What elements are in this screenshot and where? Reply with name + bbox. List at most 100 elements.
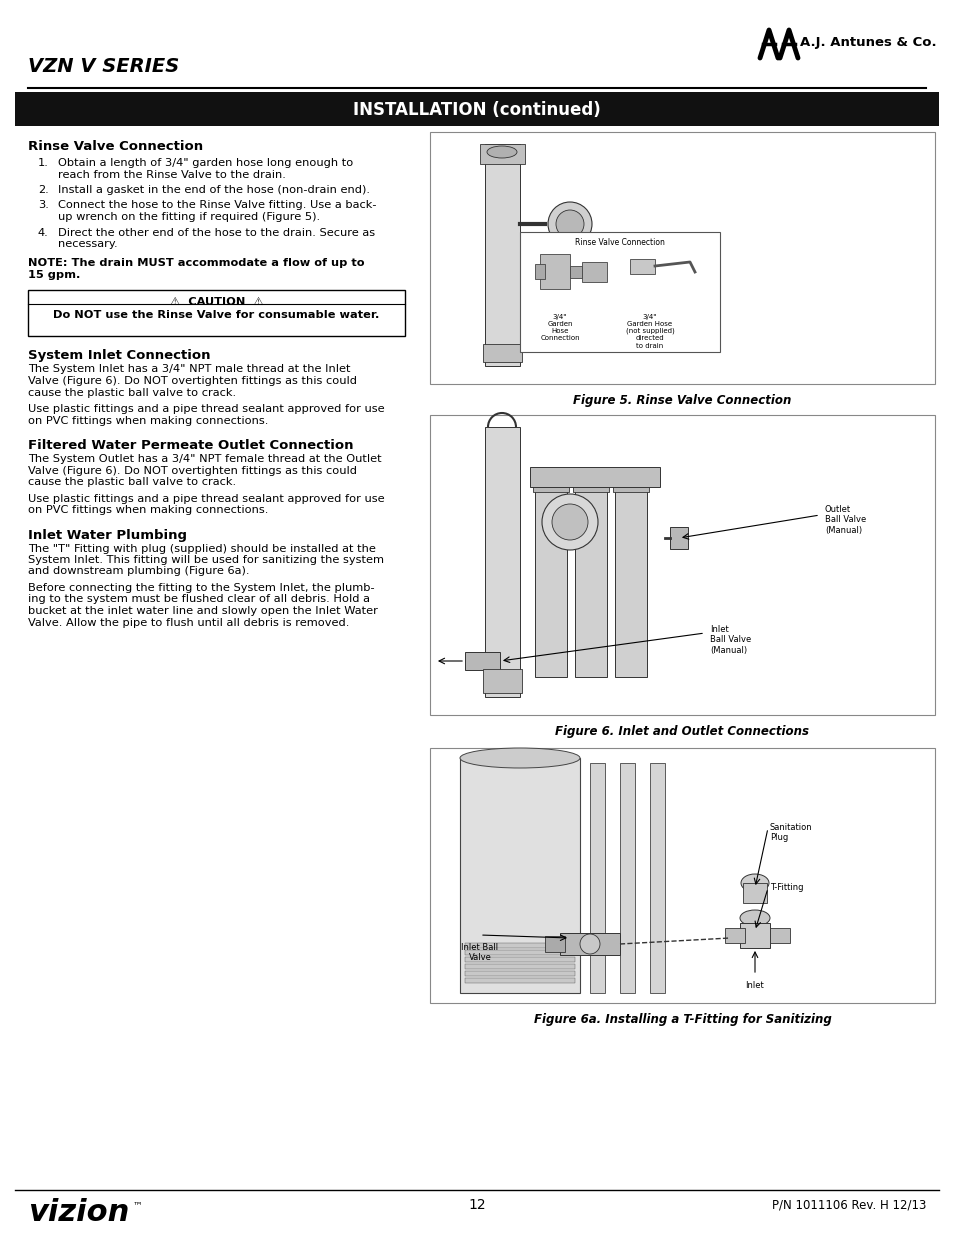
Bar bbox=[544, 936, 564, 952]
Text: cause the plastic ball valve to crack.: cause the plastic ball valve to crack. bbox=[28, 388, 236, 398]
Text: bucket at the inlet water line and slowly open the Inlet Water: bucket at the inlet water line and slowl… bbox=[28, 606, 377, 616]
Text: INSTALLATION (continued): INSTALLATION (continued) bbox=[353, 101, 600, 119]
Text: Outlet
Ball Valve
(Manual): Outlet Ball Valve (Manual) bbox=[824, 505, 865, 535]
Bar bbox=[464, 978, 575, 983]
Bar bbox=[629, 259, 655, 274]
Bar bbox=[619, 763, 635, 993]
Text: The System Inlet has a 3/4" NPT male thread at the Inlet: The System Inlet has a 3/4" NPT male thr… bbox=[28, 364, 350, 374]
Text: Figure 6a. Installing a T-Fitting for Sanitizing: Figure 6a. Installing a T-Fitting for Sa… bbox=[533, 1013, 830, 1026]
Bar bbox=[559, 932, 619, 955]
Text: ⚠  CAUTION  ⚠: ⚠ CAUTION ⚠ bbox=[170, 296, 263, 306]
Bar bbox=[530, 467, 659, 487]
Text: Inlet Ball
Valve: Inlet Ball Valve bbox=[461, 944, 498, 962]
Text: on PVC fittings when making connections.: on PVC fittings when making connections. bbox=[28, 505, 268, 515]
Bar bbox=[535, 264, 544, 279]
Circle shape bbox=[552, 504, 587, 540]
Text: Connect the hose to the Rinse Valve fitting. Use a back-: Connect the hose to the Rinse Valve fitt… bbox=[58, 200, 376, 210]
Text: System Inlet. This fitting will be used for sanitizing the system: System Inlet. This fitting will be used … bbox=[28, 555, 384, 564]
Bar bbox=[581, 262, 606, 282]
Text: reach from the Rinse Valve to the drain.: reach from the Rinse Valve to the drain. bbox=[58, 169, 286, 179]
Bar bbox=[464, 971, 575, 976]
Bar bbox=[519, 232, 720, 352]
Text: Valve. Allow the pipe to flush until all debris is removed.: Valve. Allow the pipe to flush until all… bbox=[28, 618, 349, 627]
Text: System Inlet Connection: System Inlet Connection bbox=[28, 350, 211, 363]
Bar bbox=[535, 487, 566, 677]
Text: P/N 1011106 Rev. H 12/13: P/N 1011106 Rev. H 12/13 bbox=[771, 1198, 925, 1212]
Text: A.J. Antunes & Co.: A.J. Antunes & Co. bbox=[800, 36, 936, 49]
Circle shape bbox=[579, 934, 599, 953]
Circle shape bbox=[541, 494, 598, 550]
Text: Rinse Valve Connection: Rinse Valve Connection bbox=[28, 140, 203, 153]
Text: The "T" Fitting with plug (supplied) should be installed at the: The "T" Fitting with plug (supplied) sho… bbox=[28, 543, 375, 553]
Bar bbox=[479, 144, 524, 164]
Text: 3/4"
Garden Hose
(not supplied)
directed
to drain: 3/4" Garden Hose (not supplied) directed… bbox=[625, 314, 674, 348]
Text: Use plastic fittings and a pipe thread sealant approved for use: Use plastic fittings and a pipe thread s… bbox=[28, 494, 384, 504]
Text: Valve (Figure 6). Do NOT overtighten fittings as this could: Valve (Figure 6). Do NOT overtighten fit… bbox=[28, 466, 356, 475]
Bar bbox=[15, 91, 938, 126]
Text: Inlet: Inlet bbox=[745, 981, 763, 990]
Bar bbox=[615, 487, 646, 677]
Text: Before connecting the fitting to the System Inlet, the plumb-: Before connecting the fitting to the Sys… bbox=[28, 583, 375, 593]
Text: NOTE: The drain MUST accommodate a flow of up to: NOTE: The drain MUST accommodate a flow … bbox=[28, 258, 364, 268]
Text: 3.: 3. bbox=[38, 200, 49, 210]
Text: Sanitation
Plug: Sanitation Plug bbox=[769, 823, 812, 842]
Bar bbox=[484, 427, 519, 697]
Text: Inlet Water Plumbing: Inlet Water Plumbing bbox=[28, 529, 187, 541]
Text: 4.: 4. bbox=[38, 227, 49, 237]
Bar bbox=[742, 883, 766, 903]
Bar bbox=[613, 482, 648, 492]
Text: necessary.: necessary. bbox=[58, 240, 117, 249]
Circle shape bbox=[556, 210, 583, 238]
Text: 3/4"
Garden
Hose
Connection: 3/4" Garden Hose Connection bbox=[539, 314, 579, 341]
Text: The System Outlet has a 3/4" NPT female thread at the Outlet: The System Outlet has a 3/4" NPT female … bbox=[28, 454, 381, 464]
Bar bbox=[464, 957, 575, 962]
Text: and downstream plumbing (Figure 6a).: and downstream plumbing (Figure 6a). bbox=[28, 567, 250, 577]
Text: Inlet
Ball Valve
(Manual): Inlet Ball Valve (Manual) bbox=[709, 625, 750, 655]
Bar bbox=[482, 669, 521, 693]
Text: Filtered Water Permeate Outlet Connection: Filtered Water Permeate Outlet Connectio… bbox=[28, 438, 354, 452]
Circle shape bbox=[547, 203, 592, 246]
Text: Obtain a length of 3/4" garden hose long enough to: Obtain a length of 3/4" garden hose long… bbox=[58, 158, 353, 168]
Text: Figure 6. Inlet and Outlet Connections: Figure 6. Inlet and Outlet Connections bbox=[555, 725, 809, 739]
Text: on PVC fittings when making connections.: on PVC fittings when making connections. bbox=[28, 415, 268, 426]
Bar bbox=[573, 482, 608, 492]
Text: Use plastic fittings and a pipe thread sealant approved for use: Use plastic fittings and a pipe thread s… bbox=[28, 404, 384, 414]
Text: up wrench on the fitting if required (Figure 5).: up wrench on the fitting if required (Fi… bbox=[58, 212, 320, 222]
Text: ™: ™ bbox=[132, 1200, 143, 1210]
Bar bbox=[575, 487, 606, 677]
Text: 1.: 1. bbox=[38, 158, 49, 168]
Text: 2.: 2. bbox=[38, 185, 49, 195]
Bar bbox=[484, 144, 519, 366]
Ellipse shape bbox=[740, 910, 769, 926]
Text: ing to the system must be flushed clear of all debris. Hold a: ing to the system must be flushed clear … bbox=[28, 594, 370, 604]
Bar bbox=[740, 923, 769, 948]
Bar bbox=[724, 927, 744, 944]
Text: T-Fitting: T-Fitting bbox=[769, 883, 802, 892]
Text: Do NOT use the Rinse Valve for consumable water.: Do NOT use the Rinse Valve for consumabl… bbox=[53, 310, 379, 321]
Bar bbox=[464, 950, 575, 955]
Bar bbox=[28, 289, 405, 336]
Text: Install a gasket in the end of the hose (non-drain end).: Install a gasket in the end of the hose … bbox=[58, 185, 370, 195]
Text: cause the plastic ball valve to crack.: cause the plastic ball valve to crack. bbox=[28, 477, 236, 487]
Text: 12: 12 bbox=[468, 1198, 485, 1212]
Bar bbox=[430, 748, 934, 1003]
Bar bbox=[482, 345, 521, 362]
Ellipse shape bbox=[740, 874, 768, 892]
Bar bbox=[539, 254, 569, 289]
Text: vizion: vizion bbox=[28, 1198, 130, 1228]
Ellipse shape bbox=[486, 146, 517, 158]
Text: Direct the other end of the hose to the drain. Secure as: Direct the other end of the hose to the … bbox=[58, 227, 375, 237]
Bar bbox=[769, 927, 789, 944]
Text: VZN V SERIES: VZN V SERIES bbox=[28, 57, 179, 77]
Bar bbox=[430, 415, 934, 715]
Bar bbox=[459, 758, 579, 993]
Bar bbox=[649, 763, 664, 993]
Bar bbox=[430, 132, 934, 384]
Bar bbox=[589, 763, 604, 993]
Text: Valve (Figure 6). Do NOT overtighten fittings as this could: Valve (Figure 6). Do NOT overtighten fit… bbox=[28, 375, 356, 387]
Bar bbox=[533, 482, 568, 492]
Text: Figure 5. Rinse Valve Connection: Figure 5. Rinse Valve Connection bbox=[573, 394, 791, 408]
Bar bbox=[464, 944, 575, 948]
Text: 15 gpm.: 15 gpm. bbox=[28, 270, 80, 280]
Ellipse shape bbox=[459, 748, 579, 768]
